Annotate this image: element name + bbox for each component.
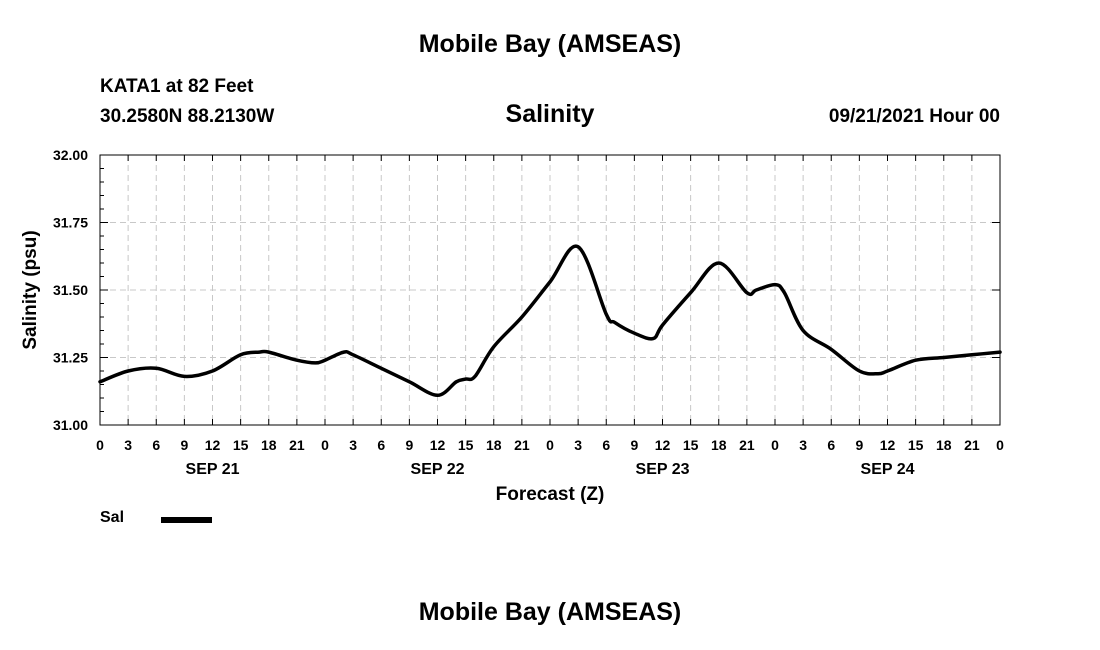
plot-frame bbox=[99, 154, 1001, 426]
forecast-timestamp: 09/21/2021 Hour 00 bbox=[828, 106, 1000, 127]
x-tick-label: 3 bbox=[124, 437, 132, 453]
x-tick-label: 21 bbox=[289, 437, 305, 453]
x-tick-label: 12 bbox=[880, 437, 896, 453]
x-tick-label: 15 bbox=[233, 437, 249, 453]
y-tick-label: 31.75 bbox=[53, 215, 88, 231]
x-tick-label: 9 bbox=[630, 437, 638, 453]
series-line-sal bbox=[98, 244, 1002, 398]
day-label: SEP 23 bbox=[636, 461, 690, 478]
chart-title: Mobile Bay (AMSEAS) bbox=[418, 30, 682, 58]
x-tick-label: 6 bbox=[377, 437, 385, 453]
day-label: SEP 22 bbox=[411, 461, 465, 478]
series-layer bbox=[98, 244, 1002, 398]
x-tick-label: 15 bbox=[908, 437, 924, 453]
variable-title: Salinity bbox=[505, 100, 595, 128]
x-tick-label: 12 bbox=[205, 437, 221, 453]
x-tick-label: 18 bbox=[486, 437, 502, 453]
x-tick-label: 6 bbox=[152, 437, 160, 453]
coordinates-label: 30.2580N 88.2130W bbox=[100, 106, 275, 127]
x-tick-label: 9 bbox=[180, 437, 188, 453]
y-tick-label: 31.50 bbox=[53, 282, 88, 298]
x-tick-label: 0 bbox=[96, 437, 104, 453]
y-tick-label: 31.00 bbox=[53, 417, 88, 433]
y-tick-label: 32.00 bbox=[53, 147, 88, 163]
footer-title: Mobile Bay (AMSEAS) bbox=[418, 598, 682, 626]
axis-labels: 0 3 6 9 12 15 18 21 0 3 6 9 12 15 18 21 0 3 6 9 12 15 18 21 0 3 6 9… bbox=[53, 147, 1004, 478]
station-label: KATA1 at 82 Feet bbox=[100, 76, 254, 97]
x-tick-label: 0 bbox=[771, 437, 779, 453]
x-tick-label: 3 bbox=[799, 437, 807, 453]
x-tick-label: 6 bbox=[602, 437, 610, 453]
x-tick-label: 0 bbox=[321, 437, 329, 453]
x-tick-label: 18 bbox=[261, 437, 277, 453]
day-label: SEP 21 bbox=[186, 461, 240, 478]
x-tick-label: 15 bbox=[458, 437, 474, 453]
y-axis-title: Salinity (psu) bbox=[20, 230, 41, 349]
x-tick-label: 12 bbox=[655, 437, 671, 453]
x-tick-label: 12 bbox=[430, 437, 446, 453]
x-tick-label: 3 bbox=[349, 437, 357, 453]
x-tick-label: 6 bbox=[827, 437, 835, 453]
x-tick-label: 9 bbox=[855, 437, 863, 453]
legend-swatch bbox=[161, 517, 212, 523]
x-tick-label: 0 bbox=[996, 437, 1004, 453]
y-tick-label: 31.25 bbox=[53, 350, 88, 366]
x-tick-label: 21 bbox=[964, 437, 980, 453]
x-tick-label: 3 bbox=[574, 437, 582, 453]
x-tick-label: 0 bbox=[546, 437, 554, 453]
x-tick-label: 21 bbox=[514, 437, 530, 453]
x-tick-label: 9 bbox=[405, 437, 413, 453]
x-axis-title: Forecast (Z) bbox=[496, 484, 605, 505]
x-tick-label: 18 bbox=[936, 437, 952, 453]
day-label: SEP 24 bbox=[861, 461, 915, 478]
x-tick-label: 18 bbox=[711, 437, 727, 453]
legend-label: Sal bbox=[100, 509, 125, 526]
x-tick-label: 15 bbox=[683, 437, 699, 453]
grid bbox=[100, 155, 1000, 425]
x-tick-label: 21 bbox=[739, 437, 755, 453]
